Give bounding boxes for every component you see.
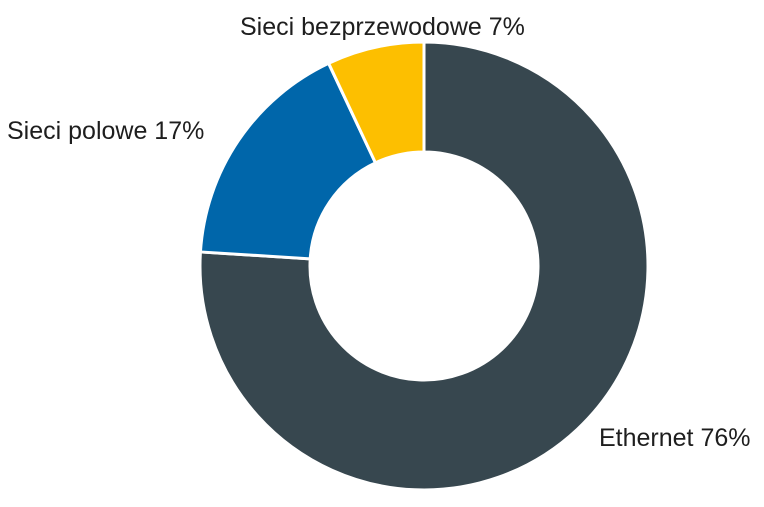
slice-label-sieci-polowe: Sieci polowe 17% (7, 117, 204, 145)
slice-sieci-bezprzewodowe (327, 40, 426, 165)
slice-sieci-polowe (198, 61, 377, 261)
donut-slices (198, 40, 650, 492)
donut-labels: Ethernet 76% Sieci polowe 17% Sieci bezp… (7, 13, 751, 452)
slice-label-ethernet: Ethernet 76% (599, 424, 751, 452)
slice-label-sieci-bezprzewodowe: Sieci bezprzewodowe 7% (240, 13, 525, 41)
slice-ethernet (198, 40, 650, 492)
